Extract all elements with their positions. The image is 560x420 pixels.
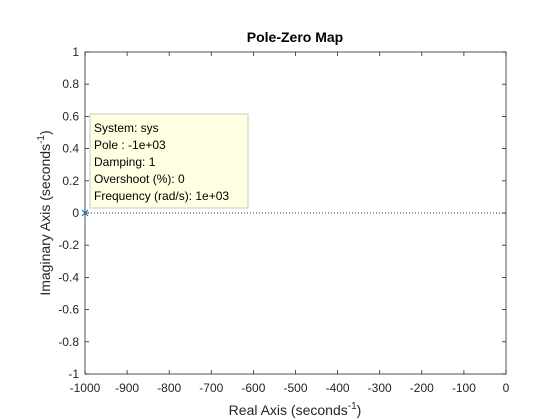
x-axis-label: Real Axis (seconds-1) xyxy=(229,401,362,418)
y-tick-label: -0.2 xyxy=(58,238,79,252)
datatip-line: Pole : -1e+03 xyxy=(94,138,166,152)
x-tick-label: -200 xyxy=(410,381,434,395)
chart-title: Pole-Zero Map xyxy=(247,29,343,45)
x-tick-label: -400 xyxy=(326,381,350,395)
x-tick-label: -900 xyxy=(115,381,139,395)
y-tick-label: 0 xyxy=(72,206,79,220)
x-tick-label: -1000 xyxy=(70,381,101,395)
x-tick-label: -800 xyxy=(157,381,181,395)
datatip-box xyxy=(89,113,249,209)
y-tick-label: -0.8 xyxy=(58,335,79,349)
y-axis-label: Imaginary Axis (seconds-1) xyxy=(36,130,53,295)
y-tick-label: -0.6 xyxy=(58,303,79,317)
y-tick-label: -0.4 xyxy=(58,270,79,284)
y-tick-label: 0.4 xyxy=(62,142,79,156)
x-tick-label: 0 xyxy=(503,381,510,395)
y-tick-label: 0.2 xyxy=(62,174,79,188)
y-tick-label: 1 xyxy=(72,45,79,59)
x-tick-label: -300 xyxy=(368,381,392,395)
y-tick-label: 0.6 xyxy=(62,109,79,123)
x-tick-label: -700 xyxy=(199,381,223,395)
y-tick-label: -1 xyxy=(68,367,79,381)
datatip-line: Damping: 1 xyxy=(94,155,156,169)
datatip-line: Frequency (rad/s): 1e+03 xyxy=(94,189,229,203)
x-tick-label: -500 xyxy=(283,381,307,395)
x-tick-label: -600 xyxy=(241,381,265,395)
datatip-line: Overshoot (%): 0 xyxy=(94,172,185,186)
pole-marker[interactable] xyxy=(81,209,89,217)
y-tick-label: 0.8 xyxy=(62,77,79,91)
datatip[interactable]: System: sys Pole : -1e+03 Damping: 1 Oversh… xyxy=(89,113,249,209)
datatip-line: System: sys xyxy=(94,121,159,135)
x-tick-label: -100 xyxy=(452,381,476,395)
